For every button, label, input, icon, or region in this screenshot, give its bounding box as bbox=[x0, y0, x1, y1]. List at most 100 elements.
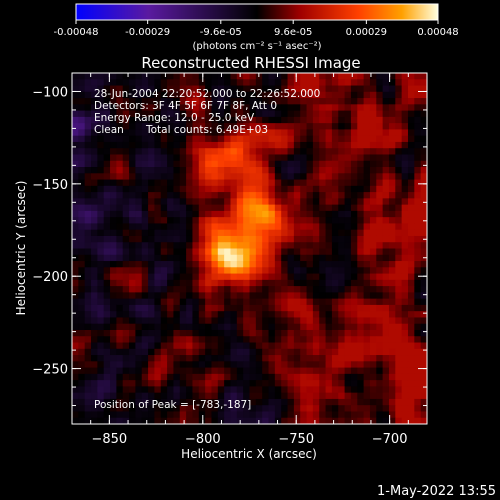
heatmap-cell bbox=[287, 304, 295, 312]
heatmap-cell bbox=[376, 173, 384, 180]
heatmap-cell bbox=[148, 235, 155, 243]
heatmap-cell bbox=[78, 311, 86, 318]
heatmap-cell bbox=[407, 173, 415, 180]
heatmap-cell bbox=[357, 411, 365, 419]
heatmap-cell bbox=[407, 104, 415, 112]
heatmap-cell bbox=[357, 173, 365, 180]
heatmap-cell bbox=[357, 223, 365, 231]
heatmap-cell bbox=[312, 79, 320, 86]
heatmap-cell bbox=[110, 141, 117, 149]
heatmap-cell bbox=[262, 129, 269, 137]
heatmap-cell bbox=[173, 79, 181, 86]
heatmap-cell bbox=[388, 98, 396, 105]
heatmap-cell bbox=[167, 342, 174, 350]
heatmap-cell bbox=[148, 329, 155, 337]
heatmap-cell bbox=[243, 248, 250, 256]
heatmap-cell bbox=[192, 355, 200, 362]
heatmap-cell bbox=[401, 204, 409, 212]
y-tick-label: −250 bbox=[32, 363, 68, 378]
heatmap-cell bbox=[300, 355, 307, 362]
heatmap-cell bbox=[160, 361, 168, 368]
heatmap-cell bbox=[91, 242, 98, 249]
heatmap-cell bbox=[369, 292, 377, 300]
heatmap-cell bbox=[179, 210, 187, 218]
heatmap-cell bbox=[179, 323, 187, 331]
heatmap-cell bbox=[135, 179, 143, 187]
heatmap-cell bbox=[249, 248, 257, 256]
heatmap-cell bbox=[300, 198, 307, 206]
heatmap-cell bbox=[84, 248, 92, 256]
heatmap-cell bbox=[262, 123, 269, 130]
heatmap-cell bbox=[135, 192, 143, 199]
heatmap-cell bbox=[325, 192, 333, 199]
heatmap-cell bbox=[192, 405, 200, 412]
heatmap-cell bbox=[154, 380, 162, 387]
heatmap-cell bbox=[179, 273, 187, 281]
heatmap-cell bbox=[420, 110, 428, 118]
heatmap-cell bbox=[211, 273, 219, 281]
heatmap-cell bbox=[110, 85, 117, 93]
heatmap-cell bbox=[243, 229, 250, 237]
heatmap-cell bbox=[382, 116, 390, 124]
heatmap-cell bbox=[179, 411, 187, 419]
heatmap-cell bbox=[414, 355, 422, 362]
heatmap-cell bbox=[262, 148, 269, 155]
heatmap-cell bbox=[224, 129, 231, 137]
heatmap-cell bbox=[135, 235, 143, 243]
heatmap-cell bbox=[192, 361, 200, 368]
heatmap-cell bbox=[205, 298, 212, 306]
heatmap-cell bbox=[401, 298, 409, 306]
heatmap-cell bbox=[154, 329, 162, 337]
heatmap-cell bbox=[135, 129, 143, 137]
heatmap-cell bbox=[363, 135, 371, 143]
heatmap-cell bbox=[325, 135, 333, 143]
heatmap-cell bbox=[122, 173, 130, 180]
heatmap-cell bbox=[198, 417, 206, 425]
heatmap-cell bbox=[179, 185, 187, 193]
heatmap-cell bbox=[357, 160, 365, 168]
heatmap-cell bbox=[160, 298, 168, 306]
heatmap-cell bbox=[420, 185, 428, 193]
heatmap-cell bbox=[401, 179, 409, 187]
heatmap-cell bbox=[281, 261, 288, 268]
heatmap-cell bbox=[401, 342, 409, 350]
heatmap-cell bbox=[116, 323, 124, 331]
heatmap-cell bbox=[312, 298, 320, 306]
heatmap-cell bbox=[224, 179, 231, 187]
heatmap-cell bbox=[363, 311, 371, 318]
heatmap-cell bbox=[287, 160, 295, 168]
heatmap-cell bbox=[236, 154, 244, 162]
heatmap-cell bbox=[217, 317, 225, 325]
heatmap-cell bbox=[331, 380, 339, 387]
heatmap-cell bbox=[331, 198, 339, 206]
heatmap-cell bbox=[414, 110, 422, 118]
heatmap-cell bbox=[350, 267, 358, 274]
heatmap-cell bbox=[97, 361, 105, 368]
heatmap-cell bbox=[141, 229, 149, 237]
heatmap-cell bbox=[395, 198, 403, 206]
heatmap-cell bbox=[129, 148, 136, 155]
heatmap-cell bbox=[230, 210, 238, 218]
heatmap-cell bbox=[344, 311, 352, 318]
heatmap-cell bbox=[420, 329, 428, 337]
heatmap-cell bbox=[300, 154, 307, 162]
heatmap-cell bbox=[173, 210, 181, 218]
heatmap-cell bbox=[116, 392, 124, 400]
heatmap-cell bbox=[173, 129, 181, 137]
heatmap-cell bbox=[274, 367, 282, 375]
heatmap-cell bbox=[319, 292, 326, 300]
heatmap-cell bbox=[84, 116, 92, 124]
heatmap-cell bbox=[338, 336, 345, 343]
heatmap-cell bbox=[262, 217, 269, 224]
heatmap-cell bbox=[300, 73, 307, 80]
heatmap-cell bbox=[211, 267, 219, 274]
heatmap-cell bbox=[369, 173, 377, 180]
heatmap-cell bbox=[274, 386, 282, 394]
heatmap-cell bbox=[382, 91, 390, 99]
heatmap-cell bbox=[319, 248, 326, 256]
heatmap-cell bbox=[224, 91, 231, 99]
heatmap-cell bbox=[350, 235, 358, 243]
heatmap-cell bbox=[110, 254, 117, 262]
heatmap-cell bbox=[357, 104, 365, 112]
heatmap-cell bbox=[154, 91, 162, 99]
